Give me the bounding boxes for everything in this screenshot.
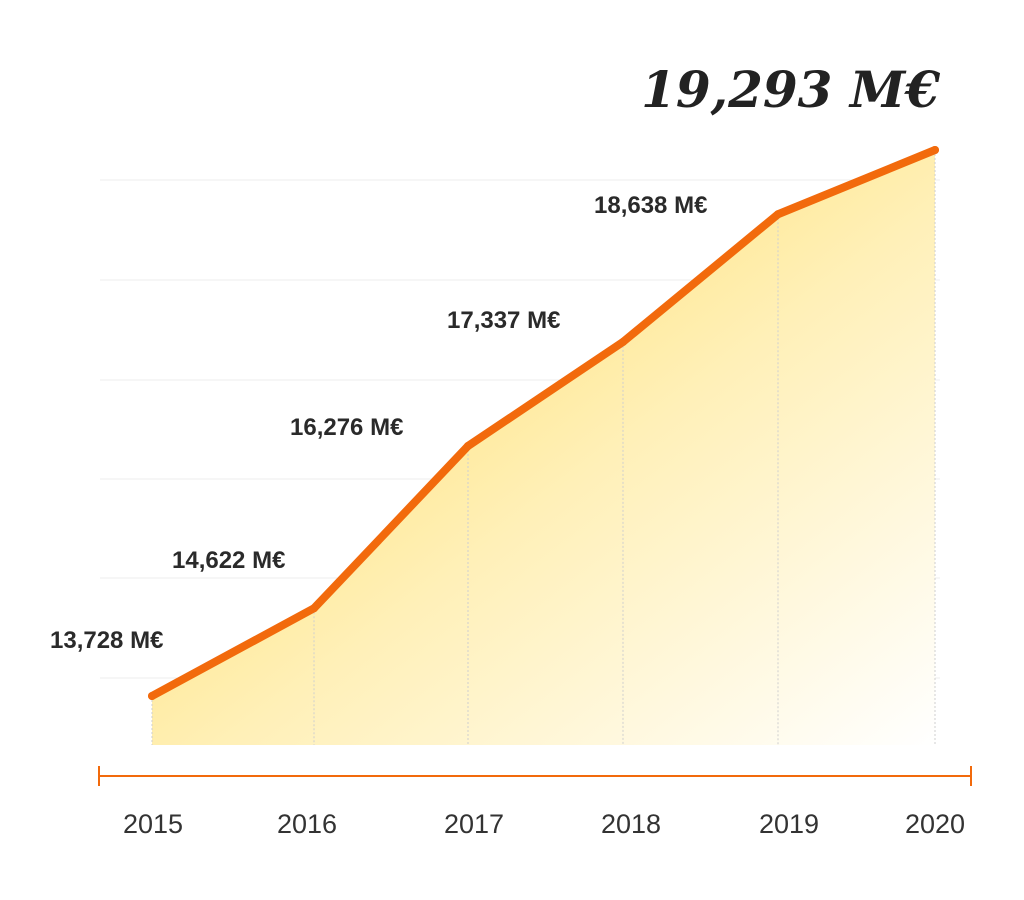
data-point-2017 <box>464 442 472 451</box>
x-tick-label-2016: 2016 <box>277 809 337 839</box>
series-line-layer <box>148 146 939 700</box>
data-point-2020 <box>931 146 939 154</box>
data-label-2015: 13,728 M€ <box>50 627 163 654</box>
data-point-2015 <box>148 692 156 700</box>
x-tick-label-2019: 2019 <box>759 809 819 839</box>
drop-lines <box>151 150 936 745</box>
data-point-2019 <box>774 210 782 219</box>
x-tick-label-2018: 2018 <box>601 809 661 839</box>
data-label-2020: 19,293 M€ <box>641 60 940 119</box>
data-label-2018: 17,337 M€ <box>447 307 560 334</box>
x-tick-label-2020: 2020 <box>905 809 965 839</box>
series-line <box>148 146 939 700</box>
x-axis: 2015 2016 2017 2018 2019 2020 <box>98 766 972 839</box>
data-point-2016 <box>310 604 318 613</box>
x-tick-label-2015: 2015 <box>123 809 183 839</box>
area-fill-layer <box>152 150 935 745</box>
data-labels: 13,728 M€ 14,622 M€ 16,276 M€ 17,337 M€ 18,6… <box>50 60 940 654</box>
data-label-2016: 14,622 M€ <box>172 547 285 574</box>
data-label-2019: 18,638 M€ <box>594 192 707 219</box>
data-label-2017: 16,276 M€ <box>290 414 403 441</box>
data-point-2018 <box>619 337 627 346</box>
x-tick-label-2017: 2017 <box>444 809 504 839</box>
area-fill <box>152 150 935 745</box>
